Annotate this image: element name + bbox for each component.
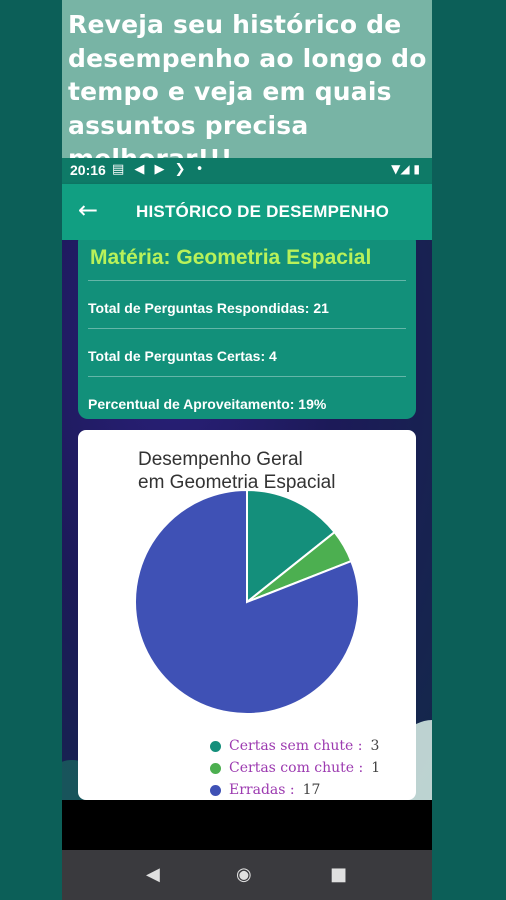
promo-caption-text: Reveja seu histórico de desempenho ao lo… <box>68 10 427 173</box>
chart-title-line2: em Geometria Espacial <box>138 472 336 493</box>
slice-certas-sem-chute <box>246 488 336 605</box>
back-arrow-icon[interactable]: ← <box>78 196 99 224</box>
content-area[interactable]: Matéria: Geometria Espacial Total de Per… <box>62 240 432 800</box>
summary-card: Matéria: Geometria Espacial Total de Per… <box>78 240 416 419</box>
promo-caption: Reveja seu histórico de desempenho ao lo… <box>62 0 432 173</box>
legend-color-dot <box>210 762 221 774</box>
slice-erradas <box>134 488 360 715</box>
status-time: 20:16 <box>70 162 106 178</box>
notification-icons: ▤ ◀ ▶ ❯ • <box>112 162 207 177</box>
ad-placeholder <box>62 800 432 850</box>
chart-legend: Certas sem chute : 3 Certas com chute : 1 Er… <box>210 735 380 800</box>
legend-value: 3 <box>370 738 380 754</box>
divider <box>88 280 406 281</box>
legend-color-dot <box>210 740 221 752</box>
divider <box>88 328 406 329</box>
subject-heading: Matéria: Geometria Espacial <box>90 246 372 269</box>
legend-color-dot <box>210 784 221 796</box>
signal-battery-icons: ▼◢ ▮ <box>391 162 420 176</box>
chart-title: Desempenho Geral em Geometria Espacial <box>138 448 335 494</box>
phone-screen: 20:16 ▤ ◀ ▶ ❯ • ▼◢ ▮ ← HISTÓRICO DE DESE… <box>62 158 432 900</box>
legend-item: Erradas : 17 <box>210 779 380 800</box>
background-right <box>432 0 506 900</box>
legend-label: Erradas : <box>229 782 295 798</box>
app-bar: ← HISTÓRICO DE DESEMPENHO <box>62 184 432 240</box>
nav-back-icon[interactable]: ◀ <box>146 864 160 885</box>
pie-chart-card: Desempenho Geral em Geometria Espacial C… <box>78 430 416 800</box>
legend-item: Certas sem chute : 3 <box>210 735 380 757</box>
pie-chart <box>134 488 360 715</box>
nav-recents-icon[interactable]: ■ <box>330 864 348 885</box>
percentage: Percentual de Aproveitamento: 19% <box>88 396 327 412</box>
total-answered: Total de Perguntas Respondidas: 21 <box>88 300 329 316</box>
divider <box>88 376 406 377</box>
legend-item: Certas com chute : 1 <box>210 757 380 779</box>
chart-title-line1: Desempenho Geral <box>138 449 303 470</box>
status-bar: 20:16 ▤ ◀ ▶ ❯ • ▼◢ ▮ <box>62 158 432 184</box>
page-title: HISTÓRICO DE DESEMPENHO <box>136 202 390 221</box>
total-correct: Total de Perguntas Certas: 4 <box>88 348 277 364</box>
nav-home-icon[interactable]: ◉ <box>236 864 252 885</box>
system-nav-bar: ◀ ◉ ■ <box>62 850 432 900</box>
legend-value: 17 <box>302 782 321 798</box>
legend-label: Certas sem chute : <box>229 738 363 754</box>
legend-value: 1 <box>371 760 381 776</box>
legend-label: Certas com chute : <box>229 760 364 776</box>
background-left <box>0 0 62 900</box>
